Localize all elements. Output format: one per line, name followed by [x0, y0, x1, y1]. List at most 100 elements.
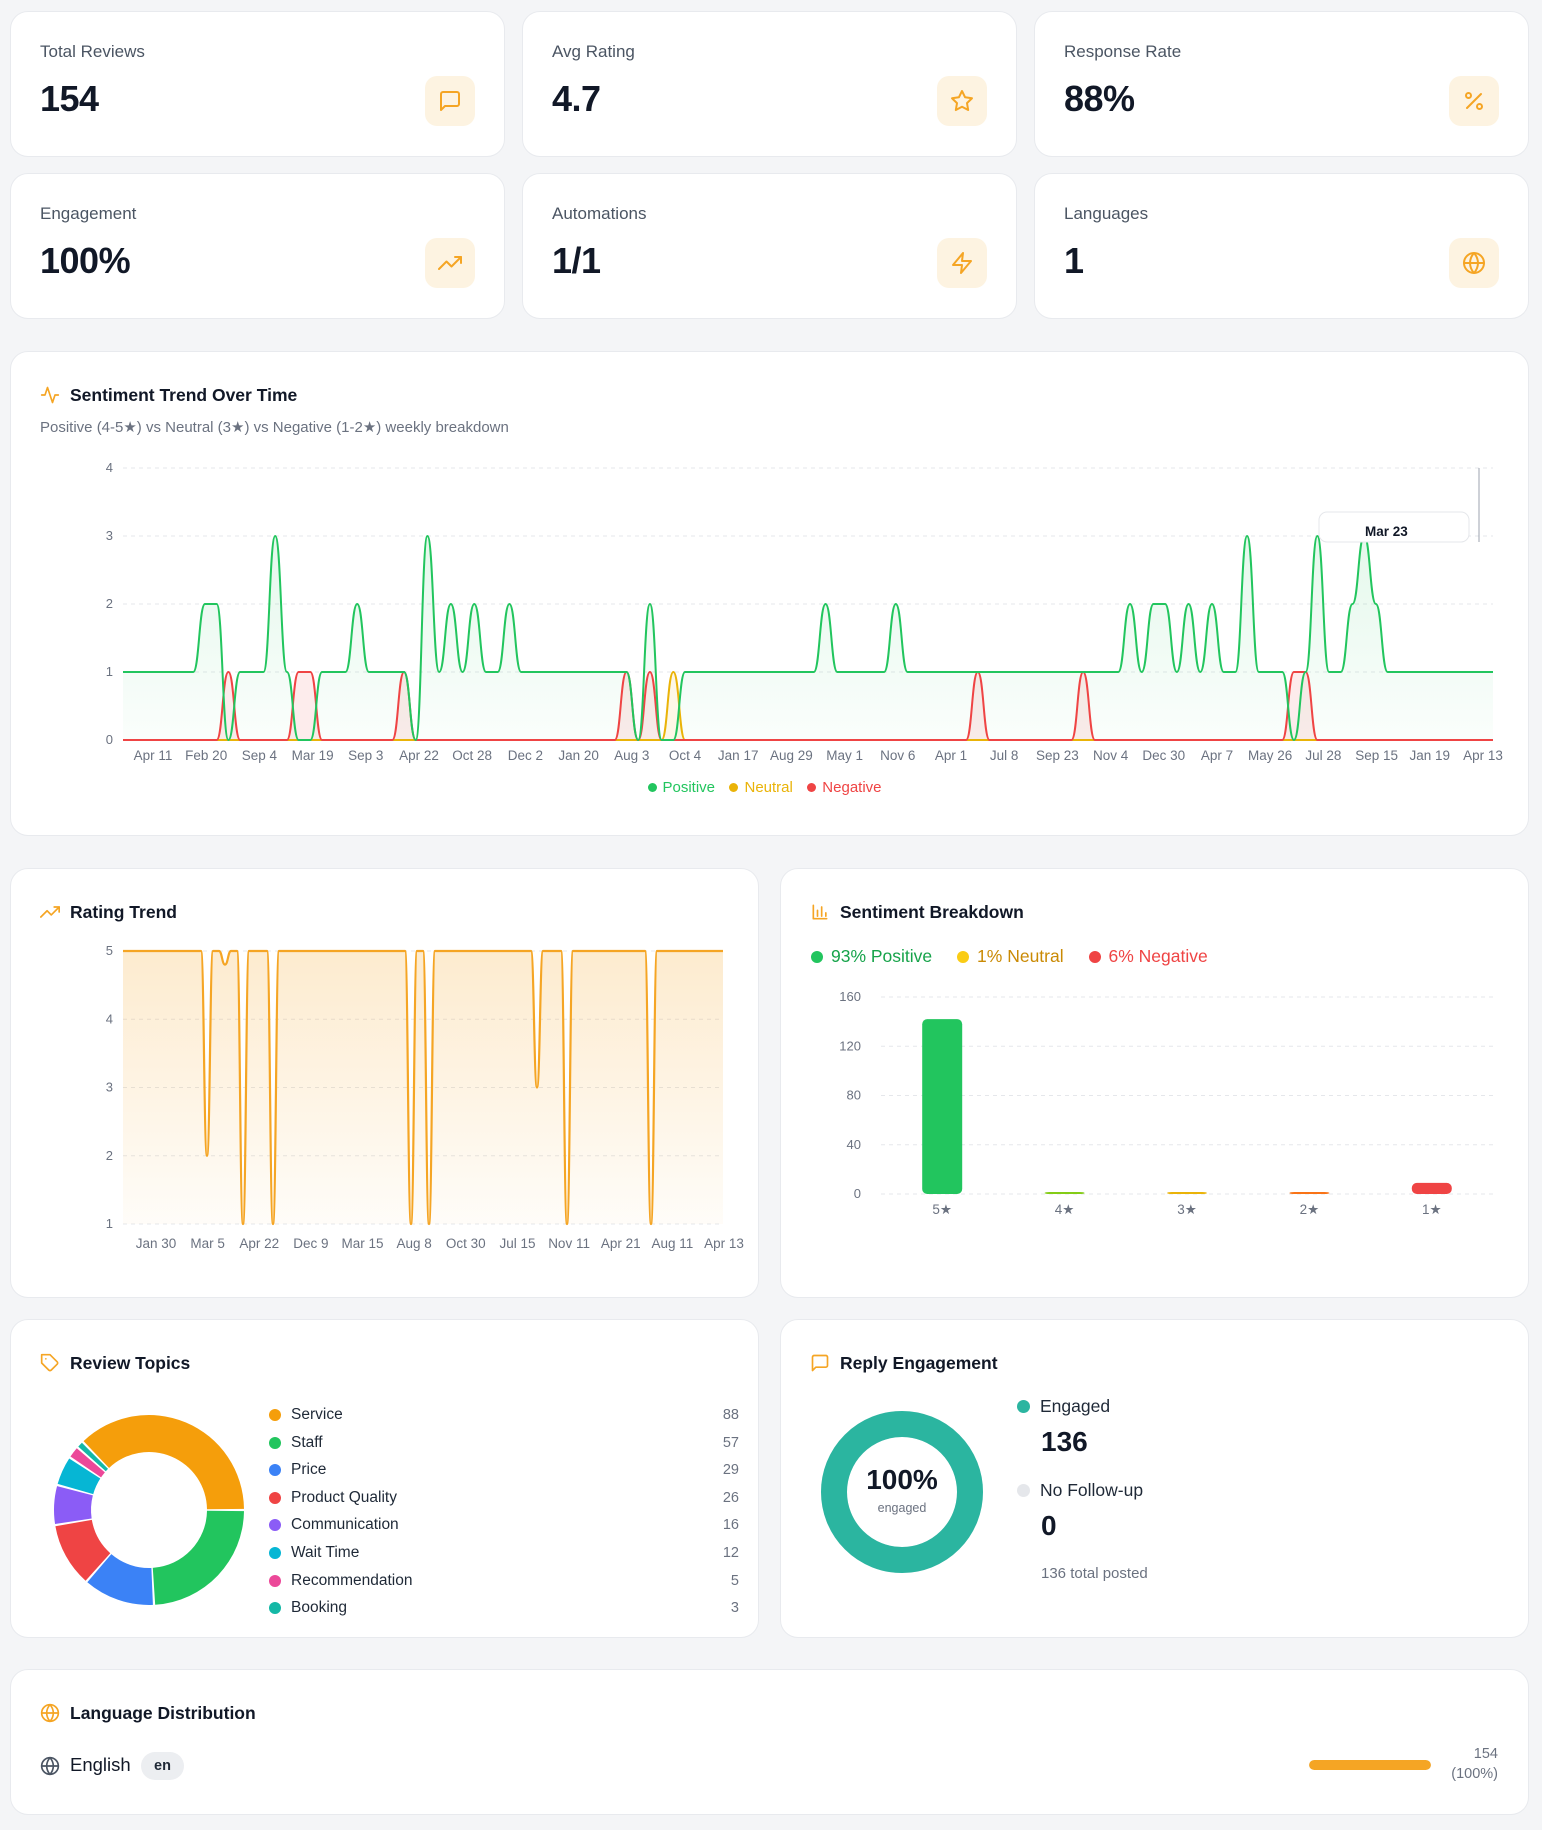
- y-tick-label: 4: [106, 460, 113, 475]
- stat-value: 100%: [40, 240, 131, 281]
- x-tick-label: Aug 8: [397, 1236, 432, 1251]
- x-tick-label: Sep 23: [1036, 748, 1079, 763]
- globe-icon: [40, 1703, 60, 1723]
- legend-positive[interactable]: Positive: [647, 779, 715, 796]
- x-tick-label: Dec 30: [1142, 748, 1185, 763]
- x-tick-label: Nov 6: [880, 748, 915, 763]
- x-tick-label: May 1: [826, 748, 863, 763]
- bar-4: [1289, 1192, 1330, 1194]
- slice-product-quality: [55, 1519, 111, 1581]
- negative-line: [122, 670, 1493, 742]
- negative-summary: 6% Negative: [1088, 946, 1208, 967]
- slice-staff: [152, 1510, 244, 1605]
- message-square-icon: [425, 76, 475, 126]
- x-tick-label: Oct 30: [446, 1236, 486, 1251]
- x-tick-label: Sep 4: [242, 748, 278, 763]
- x-tick-label: Aug 11: [651, 1236, 693, 1251]
- stat-value: 1: [1064, 240, 1084, 281]
- sentiment-trend-card: Sentiment Trend Over Time Positive (4-5★…: [10, 351, 1529, 836]
- stat-value: 1/1: [552, 240, 601, 281]
- ring-engaged: [821, 1411, 983, 1573]
- x-tick-label: Mar 5: [190, 1236, 225, 1251]
- language-progress-track: [1309, 1760, 1431, 1770]
- bar-chart-icon: [810, 902, 830, 922]
- x-tick-label: Jan 17: [718, 748, 759, 763]
- y-tick-label: 160: [839, 989, 861, 1004]
- topic-color-dot: [269, 1409, 281, 1421]
- x-tick-label: Apr 13: [1463, 748, 1503, 763]
- topic-name: Communication: [291, 1516, 399, 1534]
- topic-row: Booking 3: [269, 1597, 739, 1619]
- reply-engagement-card: Reply Engagement 100% engaged Engaged 13…: [780, 1319, 1529, 1638]
- topic-count: 16: [722, 1517, 739, 1534]
- sentiment-breakdown-chart[interactable]: 0 40 80 120 160 5★ 4★ 3★ 2★ 1★: [781, 869, 1530, 1299]
- topic-color-dot: [269, 1464, 281, 1477]
- topic-color-dot: [269, 1436, 281, 1449]
- engagement-ring: [821, 1411, 983, 1573]
- bar-2: [1044, 1192, 1085, 1194]
- stat-card-avg-rating: Avg Rating 4.7: [522, 11, 1017, 157]
- topic-color-dot: [269, 1574, 281, 1587]
- topic-row: Recommendation 5: [269, 1570, 739, 1592]
- legend-negative[interactable]: Negative: [807, 779, 882, 796]
- engaged-legend: Engaged: [1017, 1396, 1110, 1417]
- x-tick-label: 3★: [1177, 1202, 1197, 1217]
- positive-line: [122, 534, 1493, 742]
- topic-count: 57: [722, 1434, 739, 1451]
- topic-count: 26: [722, 1489, 739, 1506]
- topic-count: 12: [722, 1545, 739, 1561]
- slice-booking: [78, 1442, 109, 1472]
- rating-trend-card: Rating Trend 1 2 3 4 5 Jan 30 Mar 5 Apr 22 Dec 9…: [10, 868, 759, 1298]
- topic-color-dot: [269, 1547, 281, 1559]
- topic-name: Price: [291, 1461, 327, 1479]
- x-tick-label: Mar 15: [342, 1236, 384, 1251]
- x-tick-label: Sep 15: [1355, 748, 1398, 763]
- stat-value: 88%: [1064, 78, 1135, 119]
- stat-card-automations: Automations 1/1: [522, 173, 1017, 319]
- x-tick-label: Dec 9: [293, 1236, 328, 1251]
- stat-card-total-reviews: Total Reviews 154: [10, 11, 505, 157]
- language-count: 154: [1473, 1746, 1498, 1762]
- card-title: Language Distribution: [70, 1703, 256, 1723]
- topic-row: Product Quality 26: [269, 1487, 739, 1509]
- x-tick-label: Feb 20: [185, 748, 227, 763]
- chart-legend: Positive Neutral Negative: [11, 779, 1528, 797]
- card-title: Sentiment Trend Over Time: [70, 385, 298, 405]
- topic-row: Staff 57: [269, 1432, 739, 1454]
- stat-label: Avg Rating: [552, 42, 635, 61]
- y-tick-label: 3: [106, 528, 113, 543]
- topic-row: Service 88: [269, 1404, 739, 1426]
- x-tick-label: Jan 20: [558, 748, 599, 763]
- sentiment-trend-chart[interactable]: 0 1 2 3 4 Apr 11 Feb 20 Sep 4 Mar 19 Sep 3 Apr 22 O…: [11, 352, 1530, 837]
- card-title: Rating Trend: [70, 902, 177, 922]
- x-tick-label: Jan 19: [1410, 748, 1451, 763]
- globe-icon: [1449, 238, 1499, 288]
- stat-label: Automations: [552, 204, 647, 223]
- bar-5: [1411, 1182, 1452, 1194]
- slice-communication: [54, 1486, 93, 1524]
- engagement-percent: 100%: [866, 1464, 938, 1495]
- legend-neutral[interactable]: Neutral: [729, 779, 793, 796]
- x-tick-label: Sep 3: [348, 748, 383, 763]
- x-tick-label: Mar 19: [292, 748, 334, 763]
- topic-count: 29: [722, 1462, 739, 1479]
- x-tick-label: Jan 30: [136, 1236, 177, 1251]
- rating-trend-chart[interactable]: 1 2 3 4 5 Jan 30 Mar 5 Apr 22 Dec 9 Mar 15 Aug 8 Oc…: [11, 869, 760, 1299]
- slice-recommendation: [70, 1448, 105, 1478]
- x-tick-label: Aug 29: [770, 748, 813, 763]
- trending-up-icon: [40, 902, 61, 922]
- sentiment-summary: 93% Positive 1% Neutral 6% Negative: [811, 946, 1218, 968]
- x-tick-label: Apr 21: [601, 1236, 641, 1251]
- x-tick-label: 5★: [932, 1202, 952, 1217]
- x-tick-label: May 26: [1248, 748, 1292, 763]
- review-topics-donut[interactable]: [44, 1405, 254, 1615]
- topic-name: Staff: [291, 1433, 323, 1451]
- y-tick-label: 40: [847, 1137, 861, 1152]
- no-followup-value: 0: [1041, 1510, 1057, 1541]
- topic-name: Recommendation: [291, 1571, 413, 1589]
- y-tick-label: 0: [106, 732, 113, 747]
- tooltip-date: Mar 23: [1365, 524, 1408, 539]
- message-square-icon: [810, 1353, 830, 1373]
- stat-label: Languages: [1064, 204, 1149, 223]
- bar-1: [922, 1019, 963, 1194]
